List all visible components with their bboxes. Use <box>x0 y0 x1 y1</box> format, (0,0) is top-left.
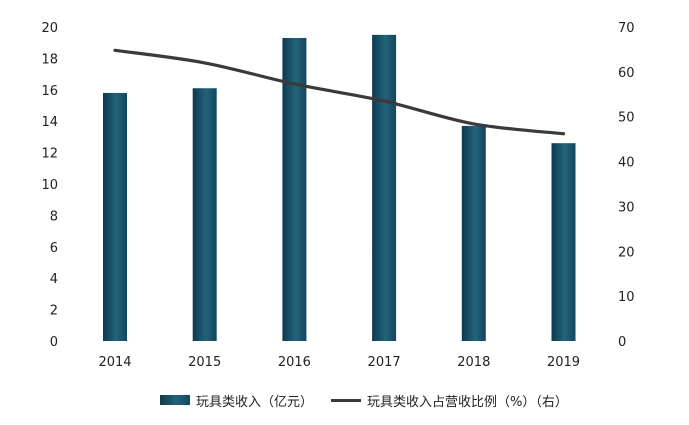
legend-item-bar: 玩具类收入（亿元） <box>160 391 313 410</box>
legend-bar-swatch <box>160 395 190 405</box>
x-tick-label: 2014 <box>98 355 131 370</box>
right-tick-label: 50 <box>618 111 635 126</box>
right-tick-label: 60 <box>618 66 635 81</box>
left-y-axis: 0 2 4 6 8 10 12 14 16 18 20 <box>41 21 58 350</box>
bar <box>372 34 397 341</box>
legend-line-swatch <box>331 398 362 402</box>
left-tick-label: 18 <box>41 52 58 67</box>
x-tick-label: 2018 <box>457 355 490 370</box>
right-tick-label: 40 <box>618 156 635 171</box>
x-tick-label: 2016 <box>278 355 311 370</box>
left-tick-label: 10 <box>41 178 58 193</box>
x-tick-label: 2015 <box>188 355 221 370</box>
right-tick-label: 70 <box>618 21 635 36</box>
bar <box>103 92 127 341</box>
legend-bar-label: 玩具类收入（亿元） <box>196 394 314 410</box>
left-tick-label: 4 <box>50 272 58 287</box>
left-tick-label: 14 <box>41 115 58 130</box>
bar-series <box>103 34 576 342</box>
ratio-line <box>113 48 566 136</box>
left-tick-label: 2 <box>50 304 58 319</box>
bar <box>192 88 217 341</box>
left-tick-label: 20 <box>41 21 58 36</box>
left-tick-label: 8 <box>50 209 58 224</box>
x-tick-label: 2017 <box>368 355 401 370</box>
right-tick-label: 0 <box>618 335 626 350</box>
legend: 玩具类收入（亿元） 玩具类收入占营收比例（%）（右） <box>160 390 586 410</box>
right-tick-label: 30 <box>618 200 635 215</box>
x-tick-label: 2019 <box>547 355 580 370</box>
left-tick-label: 6 <box>50 241 58 256</box>
bar <box>551 143 576 341</box>
legend-line-label: 玩具类收入占营收比例（%）（右） <box>367 394 568 410</box>
right-y-axis: 0 10 20 30 40 50 60 70 <box>618 21 635 350</box>
bar <box>461 125 486 341</box>
line-series <box>113 48 566 136</box>
bar <box>282 37 307 342</box>
left-tick-label: 16 <box>41 84 58 99</box>
left-tick-label: 0 <box>50 335 58 350</box>
right-tick-label: 20 <box>618 245 635 260</box>
legend-item-line: 玩具类收入占营收比例（%）（右） <box>331 391 568 410</box>
x-axis: 2014 2015 2016 2017 2018 2019 <box>98 355 580 370</box>
right-tick-label: 10 <box>618 290 635 305</box>
left-tick-label: 12 <box>41 147 58 162</box>
